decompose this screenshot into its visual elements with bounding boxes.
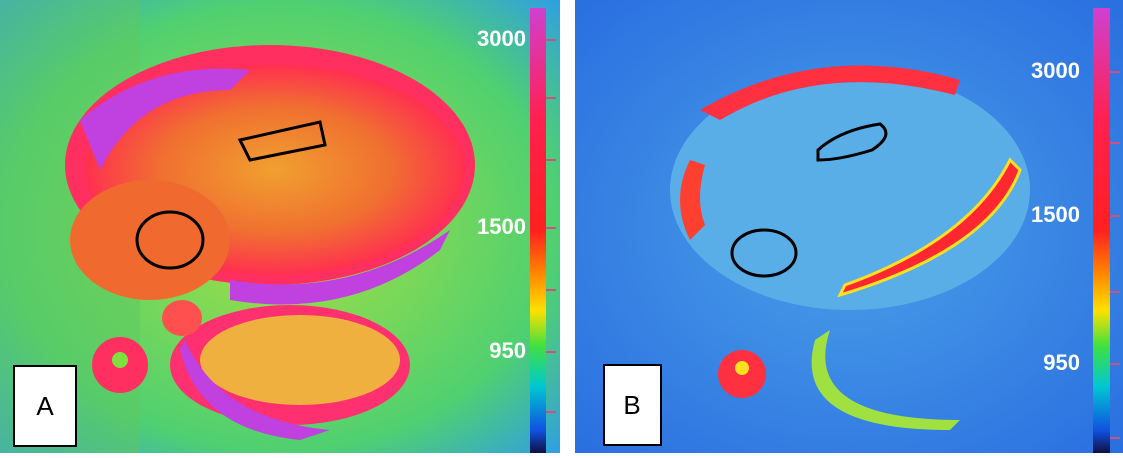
wall — [230, 230, 450, 305]
wall — [180, 340, 330, 440]
aorta-center — [735, 361, 749, 375]
wall — [837, 157, 1022, 298]
aorta-center — [112, 352, 128, 368]
panel-label-box — [13, 365, 77, 447]
wall — [80, 68, 250, 170]
panel-label: A — [36, 391, 54, 421]
vessel — [162, 300, 202, 336]
wall — [700, 65, 960, 120]
colorbar-label: 950 — [489, 338, 526, 363]
colorbar — [530, 8, 546, 453]
colorbar-label: 3000 — [477, 26, 526, 51]
panel-label: B — [623, 390, 640, 420]
roi — [135, 210, 205, 270]
colorbar-label: 1500 — [1031, 202, 1080, 227]
wall — [680, 160, 705, 240]
panel-label-box — [603, 364, 662, 446]
colorbar-label: 1500 — [477, 214, 526, 239]
colorbar-label: 3000 — [1031, 58, 1080, 83]
colorbar-ticks — [546, 39, 556, 413]
roi — [237, 120, 327, 162]
colorbar — [1093, 8, 1110, 453]
roi — [730, 228, 798, 278]
colorbar-label: 950 — [1043, 350, 1080, 375]
ventricle-pool — [200, 315, 400, 405]
roi — [816, 122, 888, 162]
panel-a: 3000 1500 950 A — [0, 0, 560, 453]
colorbar-ticks — [1110, 71, 1120, 439]
atrium — [70, 180, 230, 300]
panel-b: 3000 1500 950 B — [575, 0, 1123, 453]
wall — [811, 330, 960, 430]
